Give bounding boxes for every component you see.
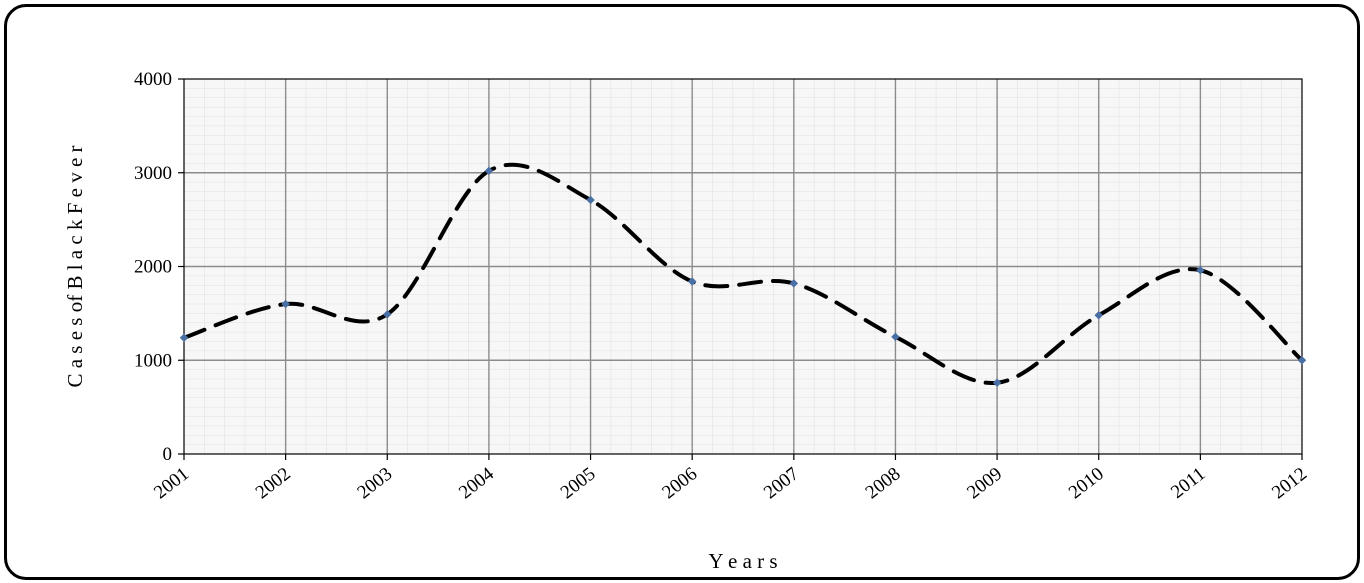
x-tick-label: 2010: [1065, 463, 1108, 503]
data-point: [687, 277, 697, 286]
data-point: [1297, 356, 1307, 365]
x-tick-label: 2004: [455, 463, 498, 503]
x-axis-title: Y e a r s: [708, 549, 777, 573]
data-point: [179, 333, 189, 342]
y-tick-label: 4000: [134, 69, 172, 90]
data-point: [1196, 266, 1205, 275]
data-point: [383, 310, 392, 319]
data-point: [992, 378, 1002, 387]
x-tick-label: 2011: [1167, 463, 1209, 503]
x-tick-label: 2002: [252, 463, 295, 503]
x-tick-label: 2008: [862, 463, 905, 503]
y-tick-label: 2000: [134, 257, 172, 278]
x-tick-label: 2006: [658, 463, 701, 503]
x-tick-label: 2003: [353, 463, 396, 503]
x-tick-label: 2012: [1268, 463, 1311, 503]
y-tick-label: 1000: [134, 350, 172, 371]
data-point: [484, 166, 494, 176]
y-tick-label: 0: [163, 444, 173, 465]
y-axis-title: C a s e s of B l a c k F e v e r: [63, 145, 87, 387]
data-point: [891, 332, 900, 342]
data-point: [281, 299, 290, 309]
data-point: [789, 279, 799, 288]
data-point: [1094, 311, 1103, 320]
x-tick-label: 2001: [150, 463, 193, 503]
x-tick-label: 2005: [557, 463, 600, 503]
series-line: [182, 162, 1304, 385]
x-tick-label: 2007: [760, 463, 803, 503]
y-tick-label: 3000: [134, 163, 172, 184]
x-tick-label: 2009: [963, 463, 1006, 503]
